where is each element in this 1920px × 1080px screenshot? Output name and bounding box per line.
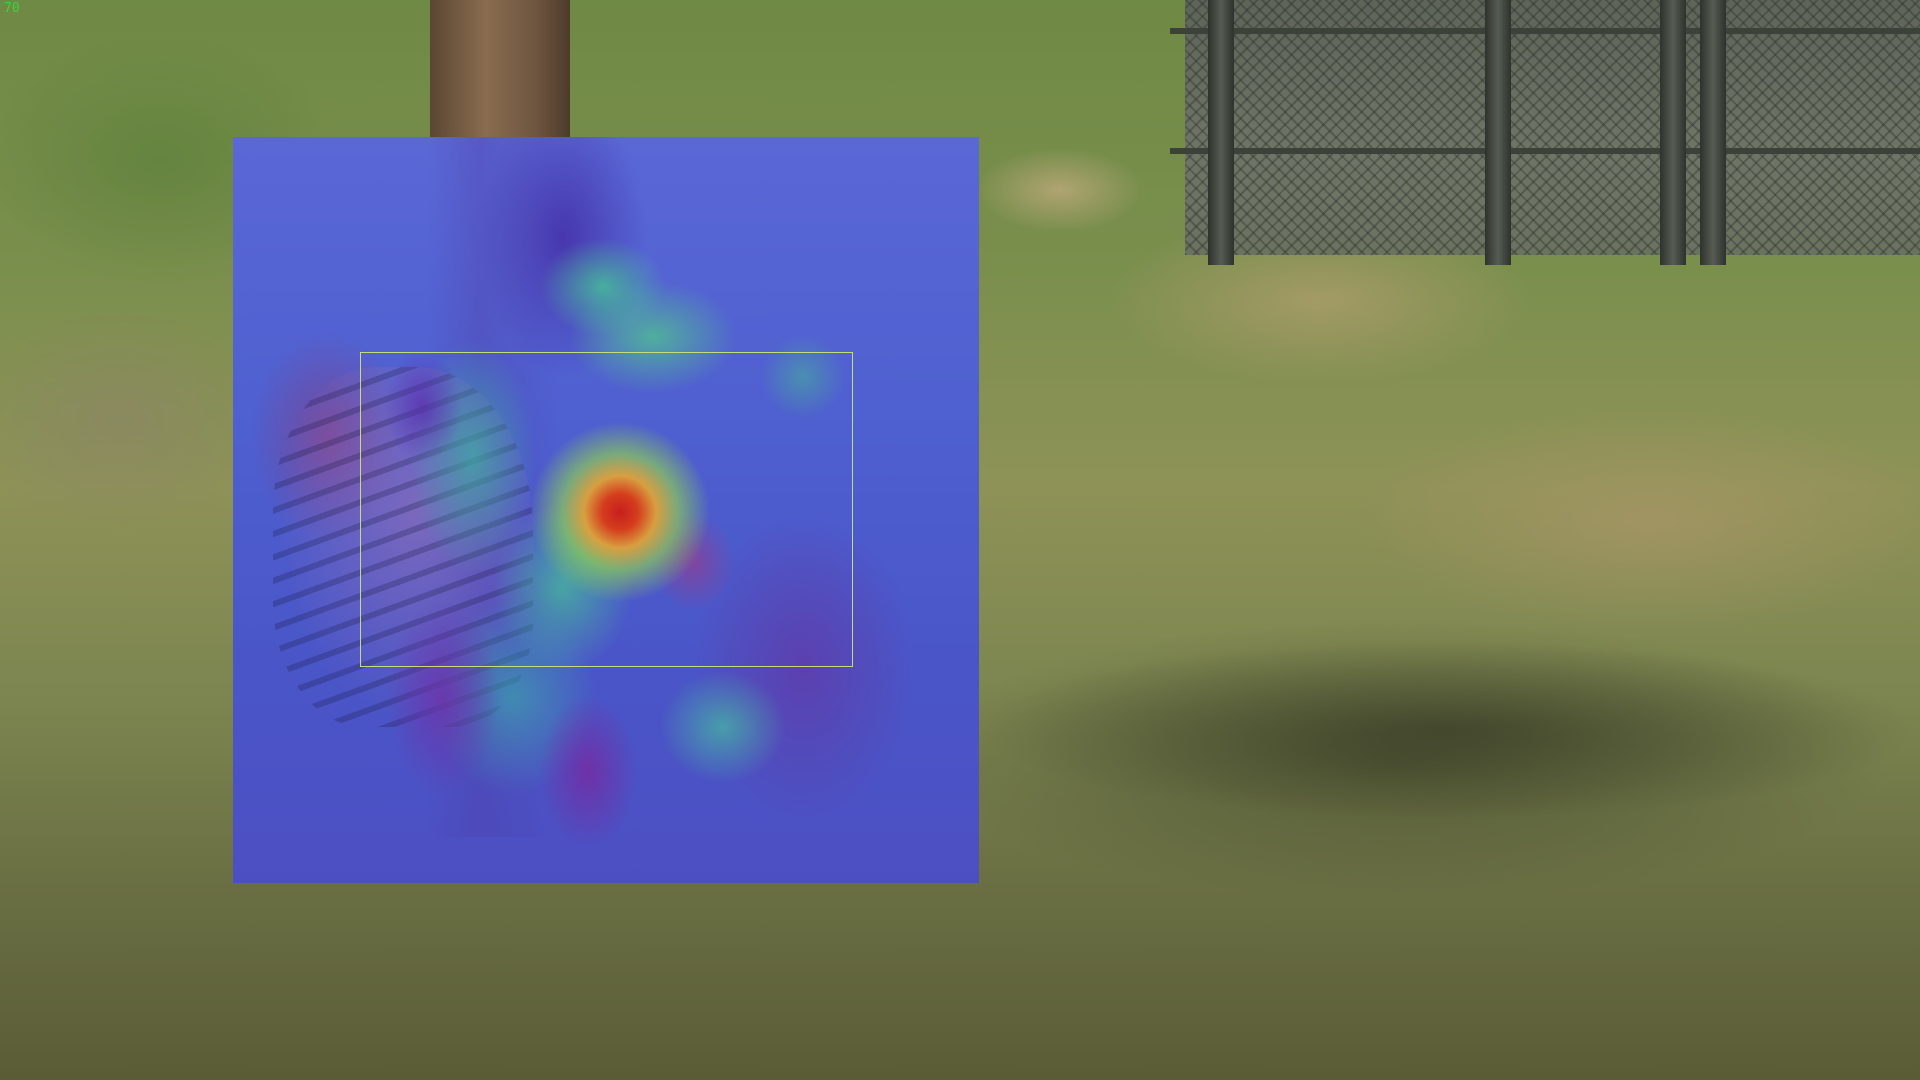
chain-link-fence	[1185, 0, 1920, 255]
detection-bounding-box	[360, 352, 853, 667]
fence-post	[1208, 0, 1234, 265]
attention-heatmap	[233, 137, 979, 883]
fence-post	[1485, 0, 1511, 265]
ground-shadow	[980, 640, 1920, 820]
fence-post	[1700, 0, 1726, 265]
fence-post	[1660, 0, 1686, 265]
fence-rail-middle	[1170, 148, 1920, 154]
fence-rail-top	[1170, 28, 1920, 34]
heatmap-peak-activation	[233, 137, 979, 883]
frame-counter: 70	[4, 1, 20, 16]
tree-trunk	[430, 0, 570, 140]
